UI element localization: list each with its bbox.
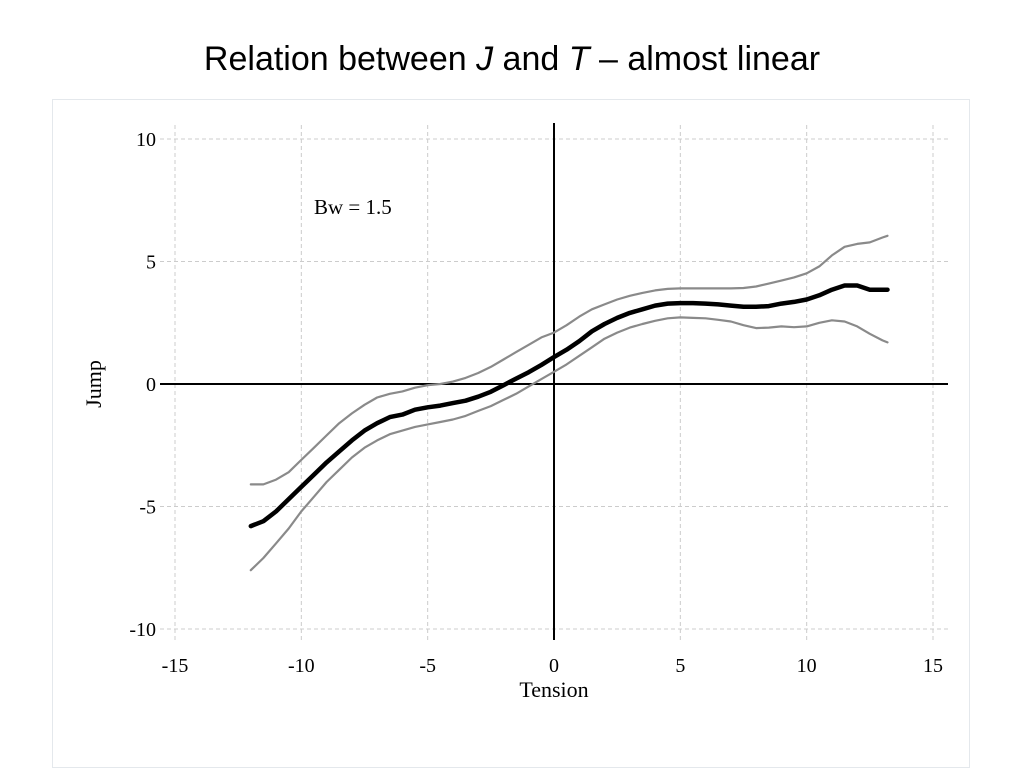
x-tick-label: -5	[419, 655, 436, 677]
y-tick-label: 5	[146, 252, 156, 274]
x-tick-label: -10	[288, 655, 315, 677]
title-text-mid: and	[493, 40, 569, 78]
x-tick-label: 5	[675, 655, 685, 677]
title-text-post: – almost linear	[589, 40, 821, 78]
x-axis-label: Tension	[519, 677, 588, 702]
series-layer	[248, 234, 890, 572]
reference-lines	[160, 123, 948, 640]
slide-title: Relation between J and T – almost linear	[0, 36, 1024, 82]
lower-band-line	[249, 316, 889, 572]
plot-frame	[52, 99, 970, 768]
bandwidth-annotation: Bw = 1.5	[314, 195, 392, 219]
y-axis-label: Jump	[81, 360, 106, 408]
x-tick-label: 10	[797, 655, 817, 677]
title-text-pre: Relation between	[203, 40, 477, 78]
y-tick-label: -10	[129, 619, 156, 641]
y-tick-label: 10	[136, 129, 156, 151]
y-tick-label: -5	[139, 497, 156, 519]
title-variable-j: J	[476, 40, 494, 78]
title-variable-t: T	[568, 40, 590, 78]
y-tick-label: 0	[146, 374, 156, 396]
estimate-line	[248, 283, 890, 529]
x-tick-label: 15	[923, 655, 943, 677]
x-tick-label: -15	[162, 655, 189, 677]
tick-labels: -15 -10 -5 0 5 10 15 -10 -5 0 5 10	[129, 129, 943, 677]
x-tick-label: 0	[549, 655, 559, 677]
upper-band-line	[249, 234, 889, 486]
